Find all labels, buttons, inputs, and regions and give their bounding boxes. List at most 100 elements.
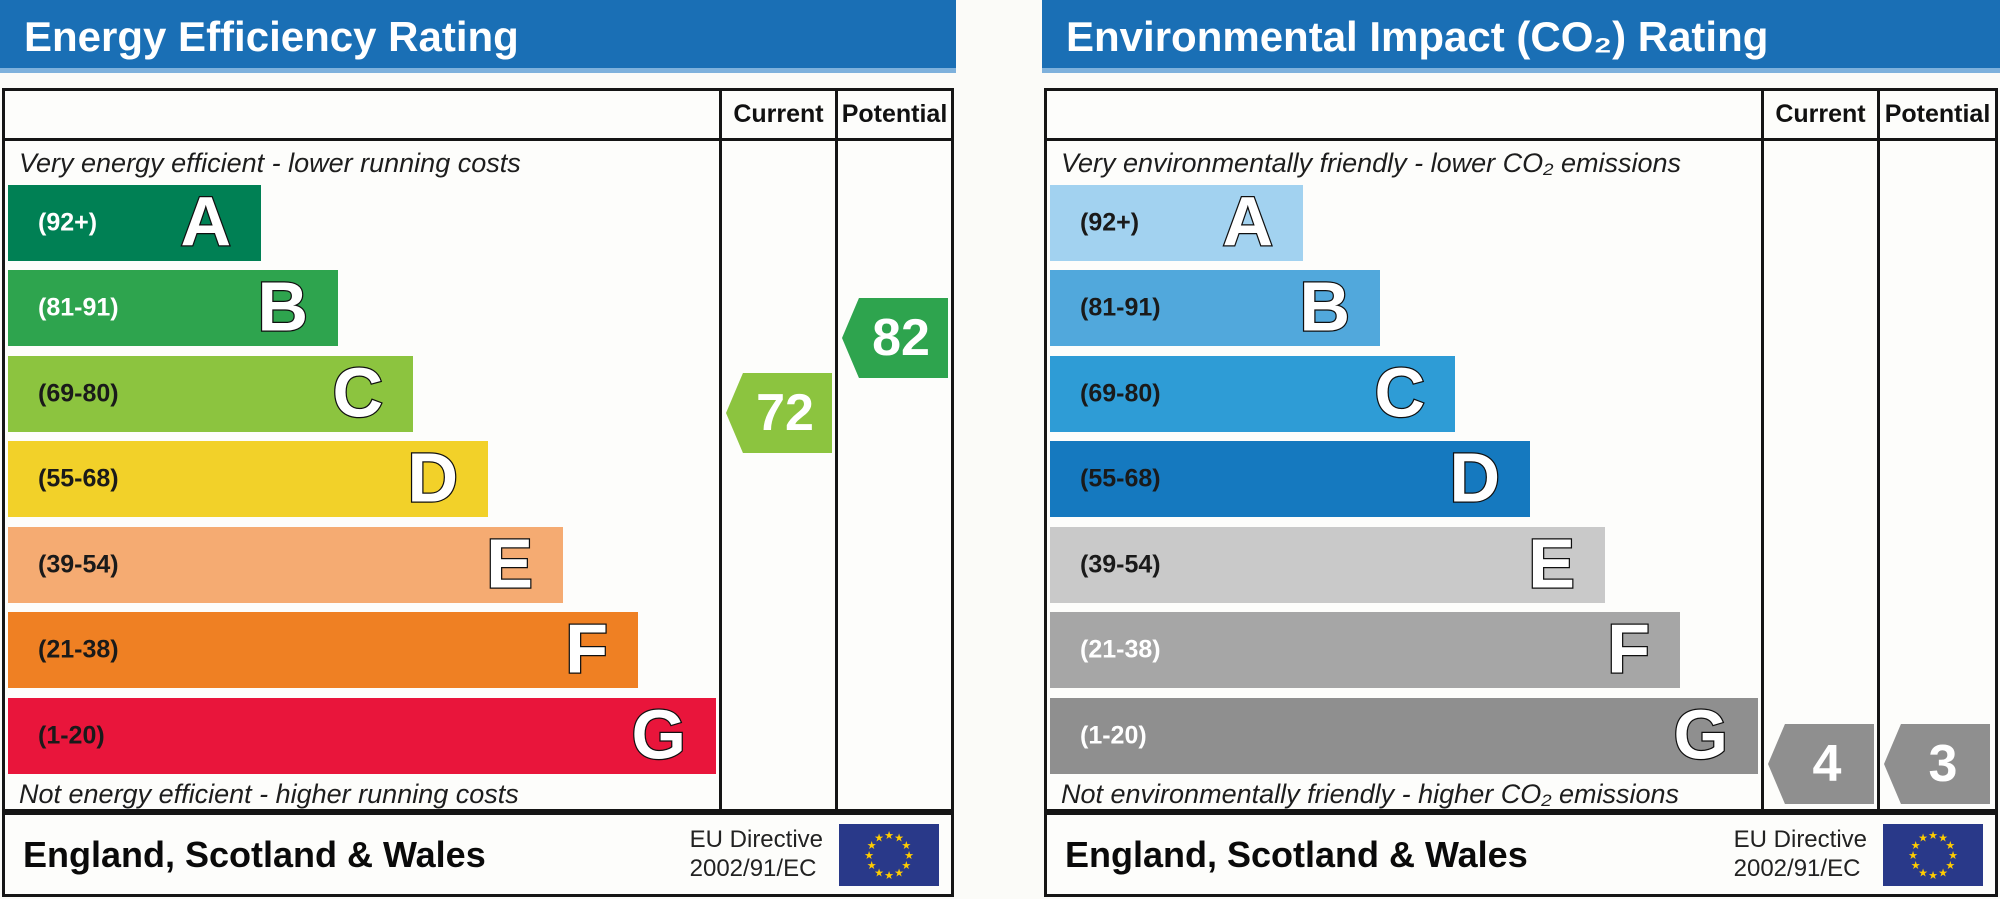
band-letter: F — [564, 609, 609, 688]
svg-text:★: ★ — [904, 849, 914, 862]
chart-title: Environmental Impact (CO₂) Rating — [1042, 0, 2000, 73]
svg-text:★: ★ — [1945, 859, 1955, 872]
column-divider — [719, 91, 722, 809]
svg-text:★: ★ — [894, 831, 904, 844]
band-range-label: (21-38) — [38, 635, 119, 664]
environmental-impact-chart: Environmental Impact (CO₂) Rating Curren… — [1042, 0, 2000, 899]
svg-text:★: ★ — [1938, 831, 1948, 844]
svg-text:★: ★ — [1918, 831, 1928, 844]
band-row-a: (92+) A — [8, 185, 261, 261]
band-letter: C — [1373, 353, 1426, 432]
band-row-c: (69-80) C — [8, 356, 413, 432]
eu-directive-line1: EU Directive — [1733, 825, 1867, 853]
band-letter: G — [630, 695, 687, 774]
band-range-label: (39-54) — [38, 550, 119, 579]
band-range-label: (81-91) — [38, 293, 119, 322]
bottom-annotation: Not environmentally friendly - higher CO… — [1061, 779, 1680, 809]
column-divider — [1761, 91, 1764, 809]
column-header-current: Current — [1775, 100, 1866, 128]
band-range-label: (92+) — [1080, 208, 1140, 237]
eu-directive-line2: 2002/91/EC — [1733, 854, 1861, 882]
column-header-potential: Potential — [1884, 100, 1991, 128]
svg-text:★: ★ — [1911, 859, 1921, 872]
chart-footer: England, Scotland & Wales EU Directive 2… — [1044, 812, 1998, 897]
svg-text:★: ★ — [901, 839, 911, 852]
band-range-label: (39-54) — [1080, 550, 1161, 579]
svg-text:★: ★ — [874, 831, 884, 844]
band-range-label: (1-20) — [1080, 721, 1147, 750]
band-row-c: (69-80) C — [1050, 356, 1455, 432]
svg-text:★: ★ — [867, 859, 877, 872]
eu-flag-icon: ★ ★★ ★★★ ★★★ ★★★ — [839, 823, 939, 886]
current-rating-pointer: 72 — [726, 373, 832, 453]
svg-text:★: ★ — [874, 866, 884, 879]
band-range-label: (55-68) — [38, 464, 119, 493]
chart-title: Energy Efficiency Rating — [0, 0, 956, 73]
band-letter: D — [406, 438, 459, 517]
band-letter: D — [1448, 438, 1501, 517]
eu-directive-label: EU Directive 2002/91/EC — [1734, 826, 1867, 884]
band-letter: G — [1672, 695, 1729, 774]
column-header-current: Current — [733, 100, 824, 128]
column-header-potential: Potential — [841, 100, 948, 128]
band-range-label: (1-20) — [38, 721, 105, 750]
energy-efficiency-chart: Energy Efficiency Rating Current Potenti… — [0, 0, 956, 899]
band-row-d: (55-68) D — [1050, 441, 1530, 517]
svg-text:★: ★ — [901, 859, 911, 872]
band-row-b: (81-91) B — [1050, 270, 1380, 346]
band-letter: B — [256, 267, 309, 346]
svg-text:★: ★ — [894, 866, 904, 879]
band-row-d: (55-68) D — [8, 441, 488, 517]
potential-rating-pointer: 82 — [842, 298, 948, 378]
band-range-label: (69-80) — [1080, 379, 1161, 408]
band-letter: A — [179, 182, 232, 261]
band-range-label: (92+) — [38, 208, 98, 237]
header-divider — [5, 138, 951, 141]
eu-directive-label: EU Directive 2002/91/EC — [690, 826, 823, 884]
eu-directive-line1: EU Directive — [689, 825, 823, 853]
current-rating-value: 4 — [1812, 735, 1842, 793]
top-annotation: Very energy efficient - lower running co… — [19, 148, 521, 178]
svg-text:★: ★ — [864, 849, 874, 862]
chart-footer: England, Scotland & Wales EU Directive 2… — [2, 812, 954, 897]
band-range-label: (81-91) — [1080, 293, 1161, 322]
band-row-g: (1-20) G — [8, 698, 716, 774]
bottom-annotation: Not energy efficient - higher running co… — [19, 779, 519, 809]
current-rating-value: 72 — [756, 384, 814, 442]
svg-text:★: ★ — [1945, 839, 1955, 852]
svg-text:★: ★ — [1918, 866, 1928, 879]
band-row-g: (1-20) G — [1050, 698, 1758, 774]
column-divider — [835, 91, 838, 809]
band-letter: A — [1221, 182, 1274, 261]
eu-directive-line2: 2002/91/EC — [689, 854, 817, 882]
potential-rating-value: 82 — [872, 309, 930, 367]
band-letter: B — [1298, 267, 1351, 346]
band-row-f: (21-38) F — [1050, 612, 1680, 688]
band-row-e: (39-54) E — [1050, 527, 1605, 603]
svg-text:★: ★ — [1928, 869, 1938, 882]
band-range-label: (21-38) — [1080, 635, 1161, 664]
header-divider — [1047, 138, 1995, 141]
rating-table: Current Potential Very energy efficient … — [2, 88, 954, 812]
column-divider — [1877, 91, 1880, 809]
svg-text:★: ★ — [884, 829, 894, 842]
rating-table: Current Potential Very environmentally f… — [1044, 88, 1998, 812]
potential-rating-value: 3 — [1928, 735, 1958, 793]
band-letter: F — [1606, 609, 1651, 688]
svg-text:★: ★ — [1908, 849, 1918, 862]
svg-text:★: ★ — [884, 869, 894, 882]
band-letter: C — [331, 353, 384, 432]
band-letter: E — [1527, 524, 1576, 603]
svg-text:★: ★ — [1948, 849, 1958, 862]
region-label: England, Scotland & Wales — [1065, 833, 1528, 875]
band-range-label: (55-68) — [1080, 464, 1161, 493]
top-annotation: Very environmentally friendly - lower CO… — [1061, 148, 1681, 178]
band-row-f: (21-38) F — [8, 612, 638, 688]
svg-text:★: ★ — [1938, 866, 1948, 879]
svg-text:★: ★ — [867, 839, 877, 852]
band-range-label: (69-80) — [38, 379, 119, 408]
svg-text:★: ★ — [1911, 839, 1921, 852]
svg-text:★: ★ — [1928, 829, 1938, 842]
eu-flag-icon: ★ ★★ ★★★ ★★★ ★★★ — [1883, 823, 1983, 886]
current-rating-pointer: 4 — [1768, 724, 1874, 804]
